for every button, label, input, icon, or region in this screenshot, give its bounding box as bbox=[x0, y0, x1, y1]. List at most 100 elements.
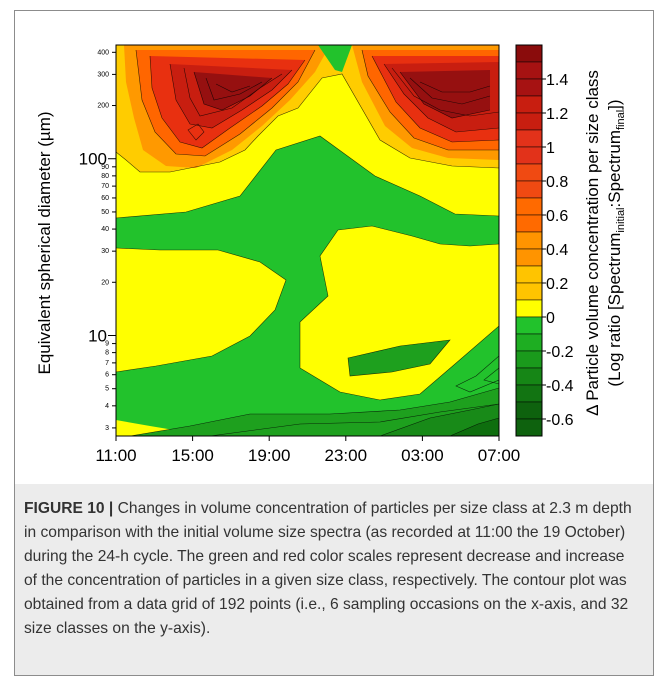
contour-level-1.5-right bbox=[400, 70, 490, 118]
contour-level--0.2 bbox=[348, 340, 450, 376]
x-tick-label: 19:00 bbox=[248, 446, 291, 465]
contour-line-red-2 bbox=[149, 55, 306, 149]
contour-line-zero-mid bbox=[116, 135, 499, 219]
colorbar-swatch bbox=[515, 61, 543, 80]
y-minor-tick-label: 300 bbox=[97, 71, 109, 78]
x-tick-label: 03:00 bbox=[401, 446, 444, 465]
x-tick-label: 23:00 bbox=[325, 446, 368, 465]
contour-line-bottom-2 bbox=[209, 403, 499, 436]
y-axis: 3 4 5 6 7 8 9 20 30 40 50 60 70 80 90 200 300 400 10 100 bbox=[79, 49, 116, 432]
colorbar-swatch bbox=[515, 248, 543, 267]
y-minor-tick-label: 90 bbox=[101, 164, 109, 171]
colorbar-swatch bbox=[515, 418, 543, 437]
y-minor-tick-label: 200 bbox=[97, 103, 109, 110]
contour-line-right-5 bbox=[399, 71, 491, 119]
contour-line-red-6 bbox=[205, 77, 263, 101]
colorbar-swatch bbox=[515, 180, 543, 199]
contour-line-right-6 bbox=[409, 77, 491, 105]
x-tick-label: 15:00 bbox=[171, 446, 214, 465]
colorbar-label-sub2: final bbox=[615, 110, 627, 130]
contour-line-red-3 bbox=[169, 63, 293, 129]
contour-line-bottom-4 bbox=[449, 417, 499, 436]
colorbar-swatch bbox=[515, 350, 543, 369]
colorbar-tick-label: 0.2 bbox=[546, 276, 568, 293]
colorbar-tick-label: 0 bbox=[546, 310, 555, 327]
y-minor-tick-label: 40 bbox=[101, 226, 109, 233]
y-minor-tick-label: 20 bbox=[101, 279, 109, 286]
contour-line-red-1 bbox=[135, 49, 316, 157]
colorbar-label-part-b: :Spectrum bbox=[605, 130, 624, 207]
colorbar-swatch bbox=[515, 282, 543, 301]
y-major-tick-label: 100 bbox=[79, 150, 107, 169]
colorbar-frame bbox=[515, 44, 543, 437]
contour-line-zero-top bbox=[116, 73, 499, 173]
contour-line-right-7 bbox=[419, 81, 491, 93]
contour-level--0.6 bbox=[450, 418, 499, 436]
y-minor-tick-label: 9 bbox=[105, 341, 109, 348]
contour-line-right-4 bbox=[391, 67, 499, 117]
colorbar-swatch bbox=[515, 95, 543, 114]
colorbar-label-line1: Δ Particle volume concentration per size… bbox=[583, 70, 602, 416]
y-minor-tick-label: 30 bbox=[101, 248, 109, 255]
colorbar-swatch bbox=[515, 197, 543, 216]
caption-text: Changes in volume concentration of parti… bbox=[24, 500, 632, 637]
contour-line-green-pocket bbox=[347, 339, 451, 377]
colorbar-tick-label: 0.8 bbox=[546, 174, 568, 191]
colorbar-tick-label: -0.6 bbox=[546, 412, 574, 429]
colorbar-swatch bbox=[515, 299, 543, 318]
y-major-tick-label: 10 bbox=[88, 326, 107, 345]
colorbar-swatch bbox=[515, 214, 543, 233]
y-minor-tick-label: 50 bbox=[101, 209, 109, 216]
y-minor-tick-label: 4 bbox=[105, 403, 109, 410]
contour-level-1.5 bbox=[194, 72, 272, 110]
colorbar-label-sub1: initial bbox=[615, 207, 627, 232]
plot-frame bbox=[115, 44, 500, 437]
colorbar-tick-label: 1 bbox=[546, 140, 555, 157]
y-minor-tick-label: 400 bbox=[97, 49, 109, 56]
colorbar-swatch bbox=[515, 78, 543, 97]
colorbar-swatch bbox=[515, 44, 543, 63]
colorbar-tick-label: 1.4 bbox=[546, 72, 568, 89]
y-minor-tick-label: 5 bbox=[105, 386, 109, 393]
contour-line-red-5 bbox=[193, 71, 273, 111]
colorbar-swatch bbox=[515, 112, 543, 131]
colorbar-tick-label: 1.2 bbox=[546, 106, 568, 123]
colorbar-swatch bbox=[515, 384, 543, 403]
colorbar-swatch bbox=[515, 401, 543, 420]
contour-line-right-2 bbox=[371, 55, 499, 143]
colorbar-swatch bbox=[515, 129, 543, 148]
colorbar-swatch bbox=[515, 265, 543, 284]
contour-line-right-3 bbox=[383, 63, 499, 133]
y-minor-tick-label: 80 bbox=[101, 173, 109, 180]
colorbar-label-part-c: ]) bbox=[605, 99, 624, 109]
contour-line-zero-lower bbox=[116, 247, 287, 373]
x-axis: 11:00 15:00 19:00 23:00 03:00 07:00 bbox=[95, 436, 520, 465]
colorbar-tick-label: 0.6 bbox=[546, 208, 568, 225]
colorbar-swatch bbox=[515, 367, 543, 386]
colorbar-swatch bbox=[515, 333, 543, 352]
colorbar-label-part-a: (Log ratio [Spectrum bbox=[605, 233, 624, 387]
colorbar-swatch bbox=[515, 316, 543, 335]
colorbar-swatch bbox=[515, 163, 543, 182]
colorbar-tick-label: 0.4 bbox=[546, 242, 568, 259]
contour-level--0.2-bottom bbox=[130, 388, 499, 436]
contour-level-neg-top bbox=[318, 45, 352, 72]
contour-line-bottom-3 bbox=[379, 403, 499, 436]
contour-lines bbox=[116, 49, 499, 436]
y-minor-tick-label: 70 bbox=[101, 183, 109, 190]
contour-line-bottom-right-1 bbox=[455, 355, 499, 393]
colorbar-label-line2: (Log ratio [Spectruminitial:Spectrumfina… bbox=[605, 99, 627, 386]
colorbar-swatch bbox=[515, 231, 543, 250]
caption-band bbox=[14, 484, 654, 676]
y-minor-tick-label: 3 bbox=[105, 425, 109, 432]
figure-caption: FIGURE 10 | Changes in volume concentrat… bbox=[24, 497, 636, 641]
x-tick-label: 11:00 bbox=[95, 446, 136, 465]
y-minor-tick-label: 60 bbox=[101, 195, 109, 202]
contour-line-red-4 bbox=[183, 67, 283, 117]
x-tick-label: 07:00 bbox=[478, 446, 521, 465]
contour-line-zero-right bbox=[299, 225, 499, 401]
colorbar-swatch bbox=[515, 146, 543, 165]
colorbar-tick-label: -0.4 bbox=[546, 378, 574, 395]
y-minor-tick-label: 6 bbox=[105, 372, 109, 379]
